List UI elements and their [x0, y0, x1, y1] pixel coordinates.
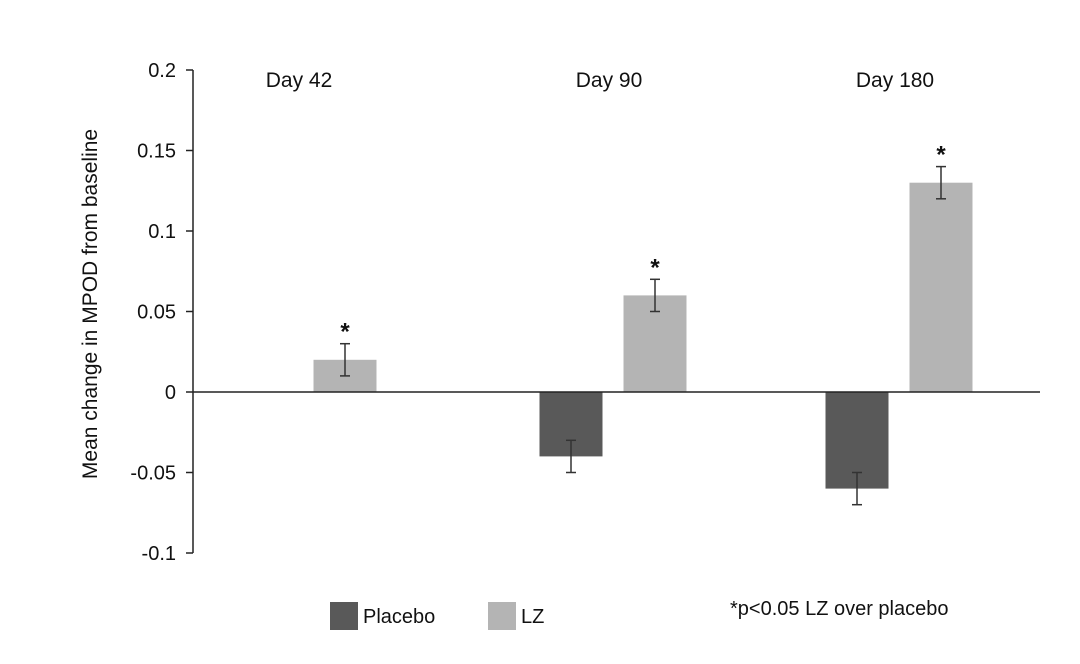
bars [313, 182, 973, 489]
legend: Placebo LZ [330, 602, 544, 630]
y-tick-label: 0.05 [137, 302, 176, 324]
footnote: *p<0.05 LZ over placebo [730, 598, 949, 620]
y-tick-label: -0.05 [130, 463, 176, 485]
y-tick-label: 0 [165, 382, 176, 404]
error-bars [340, 165, 946, 506]
significance-star: * [340, 319, 350, 346]
legend-label-lz: LZ [521, 606, 544, 628]
y-tick-label: 0.1 [148, 221, 176, 243]
bar-lz-day-180 [909, 182, 973, 392]
category-label: Day 180 [856, 69, 934, 92]
legend-swatch-placebo [330, 602, 358, 630]
significance-markers: * * * [340, 142, 946, 346]
y-tick-label: 0.2 [148, 60, 176, 82]
legend-swatch-lz [488, 602, 516, 630]
category-labels: Day 42 Day 90 Day 180 [266, 69, 934, 92]
y-axis: -0.1 -0.05 0 0.05 0.1 0.15 0.2 [130, 60, 194, 565]
category-label: Day 42 [266, 69, 333, 92]
category-label: Day 90 [576, 69, 643, 92]
y-axis-label: Mean change in MPOD from baseline [79, 129, 102, 479]
y-tick-label: 0.15 [137, 141, 176, 163]
legend-label-placebo: Placebo [363, 606, 435, 628]
significance-star: * [936, 142, 946, 169]
y-tick-label: -0.1 [142, 543, 176, 565]
significance-star: * [650, 254, 660, 281]
